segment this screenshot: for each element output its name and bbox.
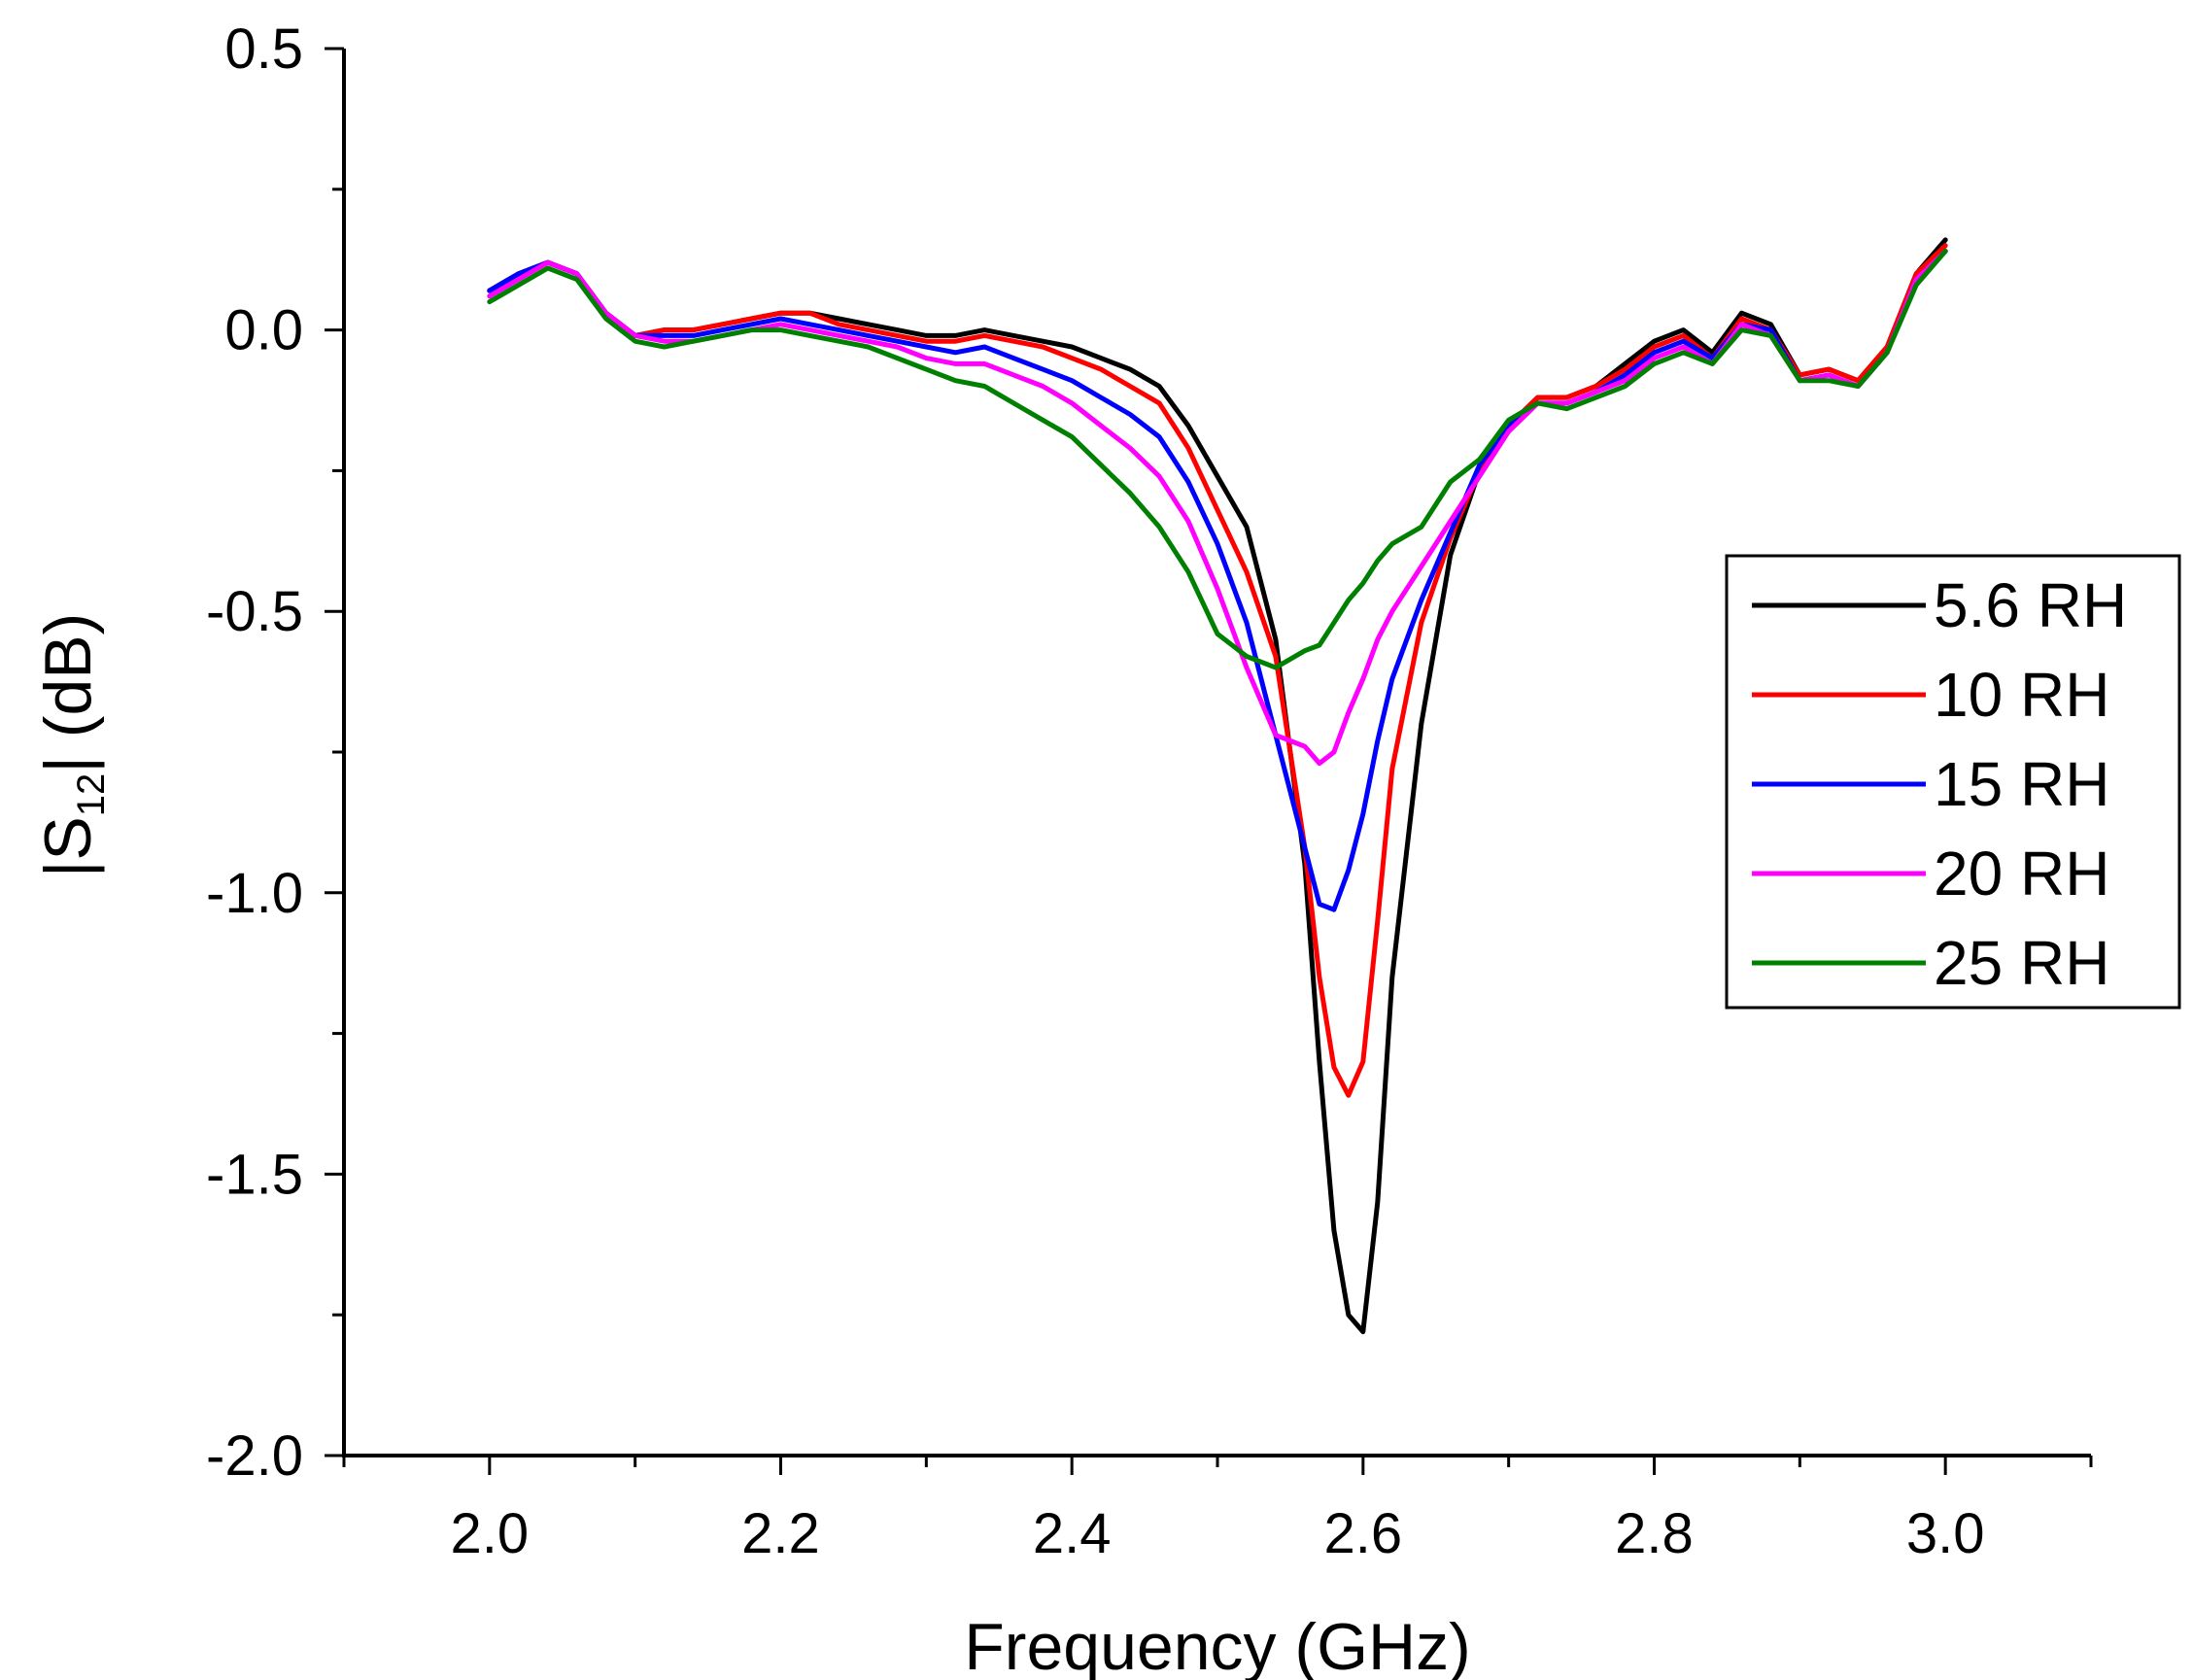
y-tick-label: 0.5 <box>224 17 303 81</box>
y-tick-label: 0.0 <box>224 299 303 362</box>
x-axis-title: Frequency (GHz) <box>964 1610 1470 1680</box>
x-tick-label: 2.2 <box>741 1502 820 1565</box>
y-axis-title-prefix: |S <box>31 816 105 877</box>
y-axis-title-subscript: 12 <box>70 773 113 817</box>
legend-label-2: 15 RH <box>1934 749 2109 819</box>
legend-label-1: 10 RH <box>1934 660 2109 730</box>
legend: 5.6 RH 10 RH 15 RH 20 RH 25 RH <box>1725 554 2181 1010</box>
y-tick-label: -2.0 <box>206 1424 303 1488</box>
y-tick-label: -0.5 <box>206 580 303 643</box>
legend-label-4: 25 RH <box>1934 928 2109 998</box>
y-tick-label: -1.5 <box>206 1143 303 1206</box>
y-tick-labels: 0.5 0.0 -0.5 -1.0 -1.5 -2.0 <box>206 17 303 1488</box>
x-tick-labels: 2.0 2.2 2.4 2.6 2.8 3.0 <box>451 1502 1985 1565</box>
y-axis-title-suffix: | (dB) <box>31 613 105 773</box>
y-axis-ticks <box>325 47 344 1457</box>
series-line-2 <box>487 249 1948 912</box>
series-lines <box>487 237 1948 1335</box>
legend-label-0: 5.6 RH <box>1934 570 2127 640</box>
legend-label-3: 20 RH <box>1934 839 2109 909</box>
x-tick-label: 3.0 <box>1906 1502 1985 1565</box>
x-tick-label: 2.6 <box>1324 1502 1403 1565</box>
x-tick-label: 2.4 <box>1033 1502 1112 1565</box>
series-line-4 <box>487 249 1948 670</box>
x-tick-label: 2.0 <box>451 1502 530 1565</box>
y-axis-title: |S12| (dB) <box>31 613 113 878</box>
y-tick-label: -1.0 <box>206 862 303 925</box>
x-axis-ticks <box>342 1456 2093 1475</box>
series-line-1 <box>487 243 1948 1098</box>
x-tick-label: 2.8 <box>1615 1502 1694 1565</box>
